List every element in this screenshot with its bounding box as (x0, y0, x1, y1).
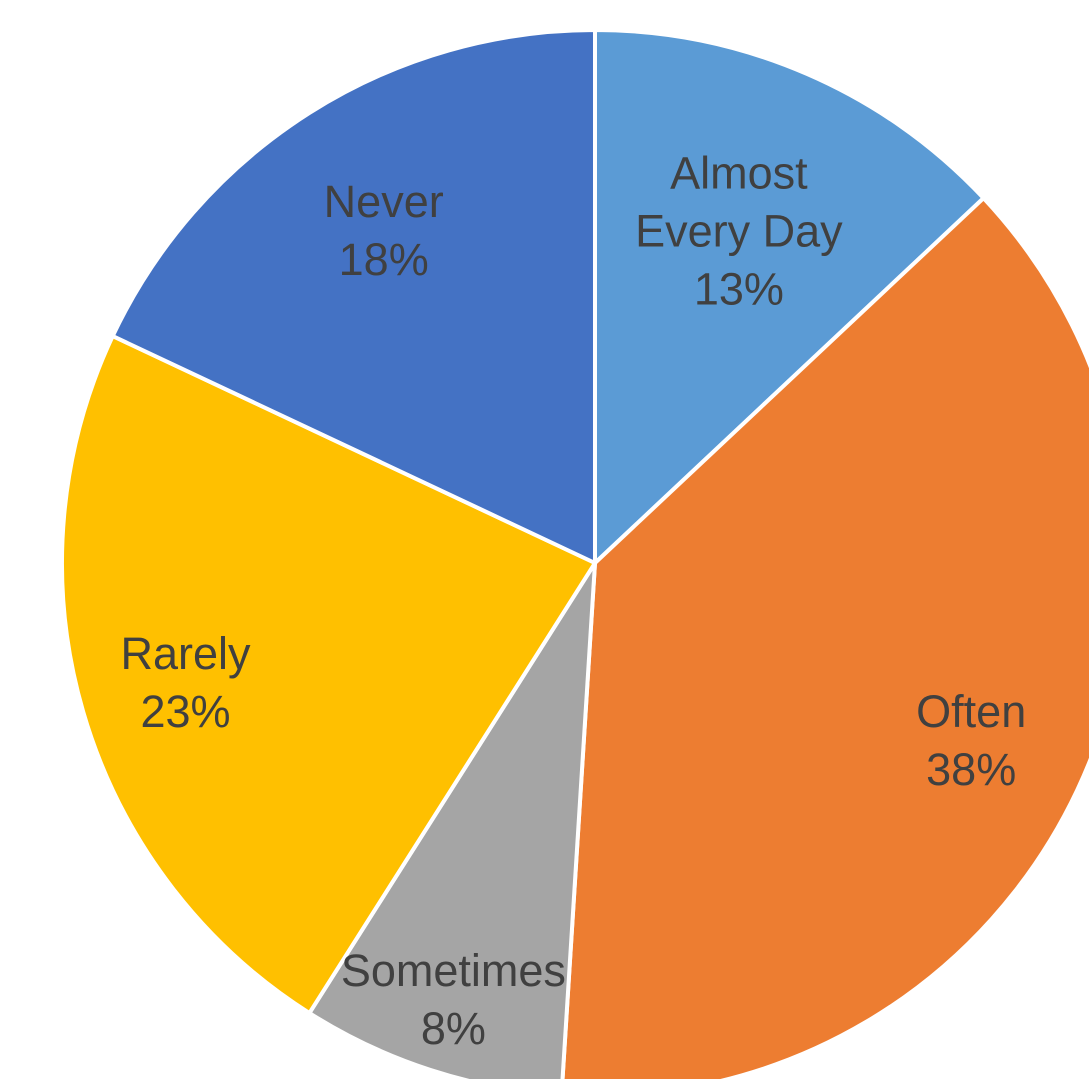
data-label-category: Every Day (635, 205, 843, 256)
data-label-rarely: Rarely 23% (120, 628, 251, 737)
pie-slice-never (110, 28, 597, 565)
data-label-sometimes: Sometimes 8% (341, 945, 566, 1054)
data-label-category: Never (324, 176, 444, 227)
pie-slice-sometimes (307, 561, 597, 1079)
pie-slice-often (560, 196, 1089, 1079)
data-label-value: 8% (421, 1003, 486, 1054)
data-label-category: Often (916, 686, 1026, 737)
data-label-category: Sometimes (341, 945, 566, 996)
data-label-value: 13% (694, 263, 784, 314)
data-label-value: 18% (339, 234, 429, 285)
data-label-often: Often 38% (916, 686, 1026, 795)
pie-slices (60, 28, 1089, 1079)
data-label-almost-every-day: Almost Every Day 13% (635, 147, 843, 314)
data-label-value: 38% (926, 744, 1016, 795)
data-label-category: Almost (670, 147, 808, 198)
data-label-category: Rarely (120, 628, 251, 679)
pie-slice-almost-every-day (593, 28, 986, 565)
pie-slice-rarely (60, 334, 597, 1016)
pie-data-labels: Almost Every Day 13% Often 38% Sometimes 8% Rar… (120, 147, 1026, 1054)
data-label-value: 23% (140, 686, 230, 737)
data-label-never: Never 18% (324, 176, 444, 285)
